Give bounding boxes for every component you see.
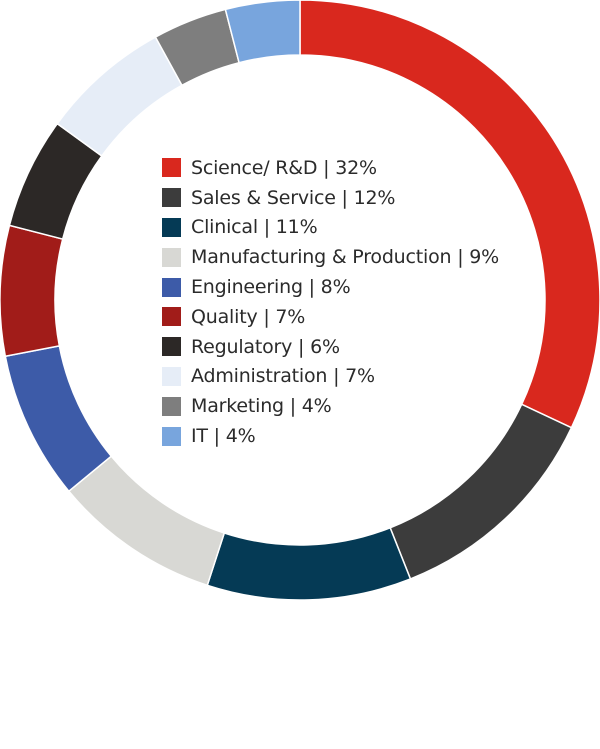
legend-label: Science/ R&D | 32% (191, 156, 377, 179)
donut-slice-engineering (4, 345, 113, 493)
legend-item-marketing: Marketing | 4% (162, 391, 499, 421)
donut-slice-manufacturing-production (67, 455, 226, 587)
legend-label: IT | 4% (191, 425, 256, 448)
legend-label: Quality | 7% (191, 305, 306, 328)
legend-swatch (162, 247, 181, 267)
legend-swatch (162, 426, 181, 446)
legend-swatch (162, 337, 181, 357)
legend-label: Sales & Service | 12% (191, 186, 396, 209)
legend-label: Regulatory | 6% (191, 335, 340, 358)
legend-item-regulatory: Regulatory | 6% (162, 332, 499, 362)
legend-item-manufacturing-production: Manufacturing & Production | 9% (162, 242, 499, 272)
donut-slice-quality (0, 224, 64, 358)
donut-slice-administration (56, 36, 183, 158)
donut-slice-it (224, 0, 301, 64)
legend-label: Marketing | 4% (191, 395, 332, 418)
donut-slices (0, 0, 600, 601)
legend-swatch (162, 277, 181, 297)
legend-item-science-rd: Science/ R&D | 32% (162, 153, 499, 183)
legend-label: Clinical | 11% (191, 216, 318, 239)
legend-swatch (162, 366, 181, 386)
legend-swatch (162, 307, 181, 327)
legend-label: Manufacturing & Production | 9% (191, 246, 499, 269)
legend-item-it: IT | 4% (162, 421, 499, 451)
legend-item-administration: Administration | 7% (162, 362, 499, 392)
legend-swatch (162, 217, 181, 237)
legend-swatch (162, 396, 181, 416)
legend-item-quality: Quality | 7% (162, 302, 499, 332)
legend-swatch (162, 158, 181, 178)
donut-slice-clinical (206, 526, 412, 601)
legend-item-clinical: Clinical | 11% (162, 213, 499, 243)
legend-label: Engineering | 8% (191, 276, 351, 299)
legend-label: Administration | 7% (191, 365, 375, 388)
chart-legend: Science/ R&D | 32% Sales & Service | 12%… (162, 153, 499, 451)
legend-item-engineering: Engineering | 8% (162, 272, 499, 302)
legend-item-sales-service: Sales & Service | 12% (162, 183, 499, 213)
legend-swatch (162, 188, 181, 208)
